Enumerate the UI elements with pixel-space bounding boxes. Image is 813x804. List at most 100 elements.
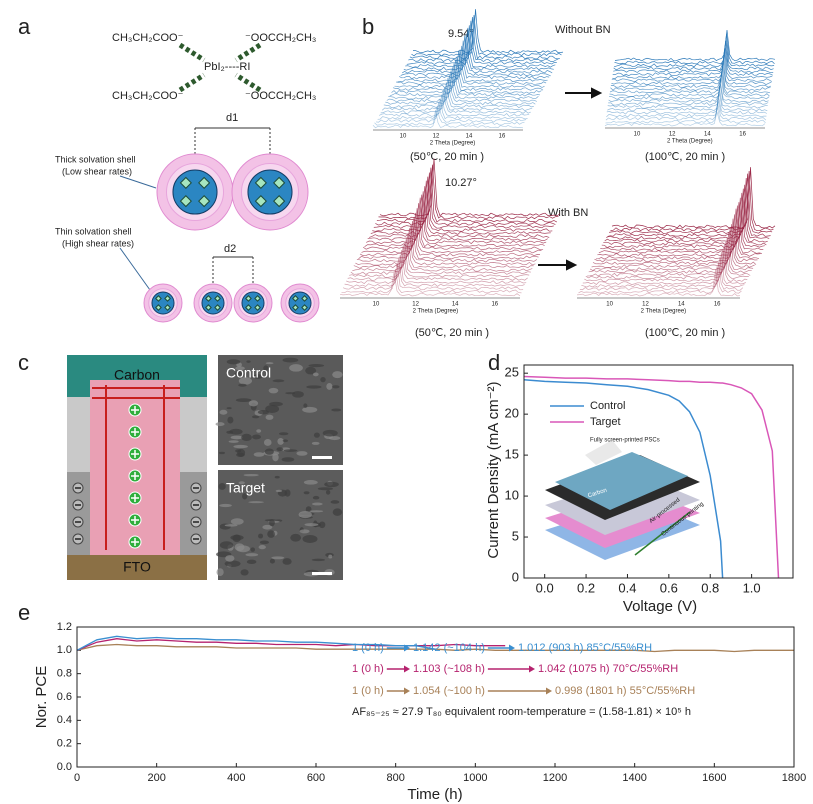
x-tick-label: 200 — [147, 772, 165, 784]
xrd-trace — [610, 64, 772, 88]
xrd-tick-label: 14 — [466, 134, 473, 140]
grain — [225, 555, 235, 562]
grain — [256, 429, 262, 433]
annotation: 0.998 (1801 h) 55°C/55%RH — [555, 685, 695, 697]
cation-sign — [131, 516, 139, 524]
xrd-tick-label: 12 — [412, 302, 419, 308]
x-tick-label: 1400 — [622, 772, 646, 784]
grain — [248, 501, 264, 504]
x-axis-label: Voltage (V) — [623, 598, 697, 615]
y-tick-label: 25 — [505, 365, 519, 380]
xrd-trace — [381, 87, 533, 112]
grain — [272, 453, 279, 462]
xrd-trace — [605, 107, 766, 124]
grain — [248, 400, 259, 407]
xrd-tick-label: 14 — [452, 302, 459, 308]
crystal — [205, 295, 212, 302]
xrd-trace — [605, 104, 767, 121]
grain — [290, 533, 302, 542]
grain — [332, 371, 343, 379]
xrd-trace — [364, 203, 545, 248]
ions — [72, 403, 202, 549]
xrd-trace — [392, 59, 544, 91]
grain — [251, 415, 260, 419]
grain — [312, 372, 319, 377]
grain — [328, 554, 333, 559]
grain — [258, 545, 266, 550]
grain — [319, 521, 326, 529]
annotation-arrowhead — [509, 644, 515, 652]
annotation: 1.142 (~104 h) — [413, 642, 485, 654]
sem-texture — [215, 357, 343, 577]
panel-label: c — [18, 350, 29, 375]
cation-sign — [131, 406, 139, 414]
image-label: Control — [226, 365, 271, 381]
y-tick-label: 10 — [505, 488, 519, 503]
y-tick-label: 0.6 — [57, 691, 72, 703]
x-tick-label: 600 — [307, 772, 325, 784]
grain — [311, 558, 326, 562]
grain — [324, 481, 339, 488]
crystal — [245, 295, 252, 302]
grain — [320, 376, 326, 383]
crystal — [179, 195, 192, 208]
cation-sign — [131, 494, 139, 502]
xrd-trace — [373, 176, 554, 229]
crystal — [301, 295, 308, 302]
grain — [275, 489, 283, 493]
grain — [219, 541, 234, 549]
xrd-trace — [376, 101, 527, 123]
shell-label: (High shear rates) — [62, 238, 134, 248]
y-tick-label: 0.2 — [57, 738, 72, 750]
grain — [242, 493, 248, 500]
xrd-axis-label: 2 Theta (Degree) — [641, 309, 687, 315]
xrd-trace — [609, 173, 773, 235]
xrd-trace — [604, 188, 768, 243]
xrd-axis-label: 2 Theta (Degree) — [413, 309, 459, 315]
x-tick-label: 0.4 — [618, 580, 636, 595]
xrd-trace — [403, 33, 554, 71]
xrd-trace — [383, 82, 534, 109]
grain — [302, 534, 318, 543]
xrd-trace — [347, 250, 528, 281]
xrd-trace — [609, 73, 770, 97]
grain — [263, 439, 272, 446]
x-tick-label: 0.6 — [660, 580, 678, 595]
x-tick-label: 1800 — [782, 772, 806, 784]
grain — [253, 452, 265, 457]
x-tick-label: 1600 — [702, 772, 726, 784]
xrd-trace — [400, 40, 551, 77]
y-tick-label: 20 — [505, 406, 519, 421]
grain — [317, 487, 333, 491]
xrd-tick-label: 12 — [642, 302, 649, 308]
shell-label: Thin solvation shell — [55, 226, 132, 236]
grain — [330, 500, 340, 504]
x-tick-label: 1.0 — [743, 580, 761, 595]
grain — [250, 547, 255, 552]
xrd-trace — [405, 27, 556, 68]
grain — [236, 452, 245, 458]
core — [201, 291, 225, 315]
grain — [285, 392, 296, 395]
grain — [325, 489, 331, 495]
xrd-trace — [607, 93, 768, 112]
xrd-trace — [367, 194, 548, 241]
xrd-trace — [581, 257, 745, 288]
grain — [246, 360, 251, 363]
grain — [332, 508, 343, 516]
inset-label: Fully screen-printed PSCs — [590, 438, 660, 444]
series-line — [76, 643, 794, 653]
grain — [303, 480, 318, 485]
annotation-arrowhead — [529, 665, 535, 673]
grain — [311, 502, 323, 506]
grain — [230, 435, 243, 440]
grain — [282, 558, 292, 565]
panel-label: d — [488, 350, 500, 375]
grain — [264, 448, 274, 455]
plot-frame — [76, 626, 795, 768]
series-line — [76, 635, 436, 651]
shell-label: Thick solvation shell — [55, 154, 136, 164]
grain — [265, 414, 274, 420]
y-tick-label: 1.0 — [57, 644, 72, 656]
